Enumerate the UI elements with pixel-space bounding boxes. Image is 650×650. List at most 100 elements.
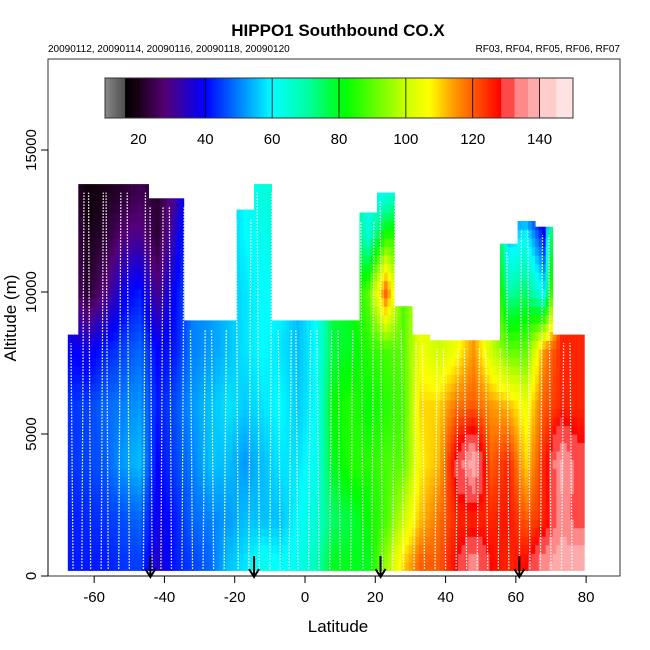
heatmap-cell [78,451,83,461]
heatmap-cell [464,510,469,520]
heatmap-cell [225,493,230,503]
heatmap-cell [433,425,438,435]
heatmap-cell [131,289,135,299]
heatmap-cell [352,553,357,563]
heatmap-cell [510,243,515,248]
heatmap-cell [95,272,100,282]
heatmap-cell [384,212,388,222]
heatmap-cell [496,374,501,384]
heatmap-cell [542,519,547,529]
heatmap-cell [433,510,438,520]
heatmap-cell [296,561,301,571]
heatmap-cell [535,263,540,273]
heatmap-cell [78,314,83,324]
heatmap-cell [387,297,392,307]
heatmap-cell [173,348,178,358]
heatmap-cell [528,289,532,299]
heatmap-cell [271,510,276,520]
heatmap-cell [408,348,413,358]
heatmap-cell [338,348,343,358]
heatmap-cell [426,451,431,461]
heatmap-cell [254,536,258,546]
heatmap-cell [535,297,540,307]
heatmap-cell [475,544,480,554]
heatmap-cell [384,365,388,375]
heatmap-cell [261,544,265,554]
heatmap-cell [471,519,476,529]
heatmap-cell [521,399,525,409]
heatmap-cell [510,255,515,265]
heatmap-cell [71,493,76,503]
heatmap-cell [285,365,290,375]
heatmap-cell [320,434,325,444]
heatmap-cell [412,334,417,341]
heatmap-cell [377,408,381,418]
heatmap-cell [366,417,371,427]
heatmap-cell [461,434,466,444]
heatmap-cell [521,306,525,316]
heatmap-cell [229,323,234,333]
heatmap-cell [436,348,441,358]
heatmap-cell [478,527,483,537]
heatmap-cell [317,442,322,452]
heatmap-cell [264,408,269,418]
heatmap-cell [419,334,424,341]
heatmap-cell [545,510,550,520]
heatmap-cell [363,417,367,427]
heatmap-cell [549,417,554,427]
heatmap-cell [334,553,339,563]
heatmap-cell [419,382,424,392]
heatmap-cell [348,408,353,418]
heatmap-cell [408,485,413,495]
heatmap-cell [92,459,97,469]
heatmap-cell [415,340,420,350]
heatmap-cell [500,476,504,486]
heatmap-cell [552,468,557,478]
heatmap-cell [247,212,251,222]
heatmap-cell [67,493,72,503]
heatmap-cell [370,340,374,350]
heatmap-cell [211,417,216,427]
heatmap-cell [183,536,188,546]
heatmap-cell [176,382,181,392]
heatmap-cell [180,561,185,571]
heatmap-cell [405,561,409,571]
heatmap-cell [545,527,550,537]
heatmap-cell [366,408,371,418]
heatmap-cell [173,204,178,214]
heatmap-cell [303,561,308,571]
heatmap-cell [78,184,83,188]
heatmap-cell [471,502,476,512]
heatmap-cell [268,365,272,375]
heatmap-cell [285,399,290,409]
heatmap-cell [74,374,79,384]
heatmap-cell [521,451,525,461]
heatmap-cell [384,238,388,248]
heatmap-cell [278,374,283,384]
heatmap-cell [187,476,192,486]
heatmap-cell [145,272,149,282]
heatmap-cell [169,229,174,239]
heatmap-cell [197,434,202,444]
heatmap-cell [204,442,209,452]
heatmap-cell [145,468,149,478]
heatmap-cell [443,476,448,486]
heatmap-cell [247,544,251,554]
heatmap-cell [268,306,272,316]
heatmap-cell [503,357,508,367]
heatmap-cell [535,408,540,418]
heatmap-cell [81,382,86,392]
heatmap-cell [517,280,522,290]
heatmap-cell [292,493,297,503]
heatmap-cell [218,459,223,469]
heatmap-cell [117,255,121,265]
heatmap-cell [531,221,536,231]
heatmap-cell [141,229,146,239]
heatmap-cell [261,536,265,546]
heatmap-cell [373,314,378,324]
heatmap-cell [81,493,86,503]
heatmap-cell [155,510,160,520]
heatmap-cell [78,399,83,409]
heatmap-cell [408,434,413,444]
heatmap-cell [538,280,543,290]
